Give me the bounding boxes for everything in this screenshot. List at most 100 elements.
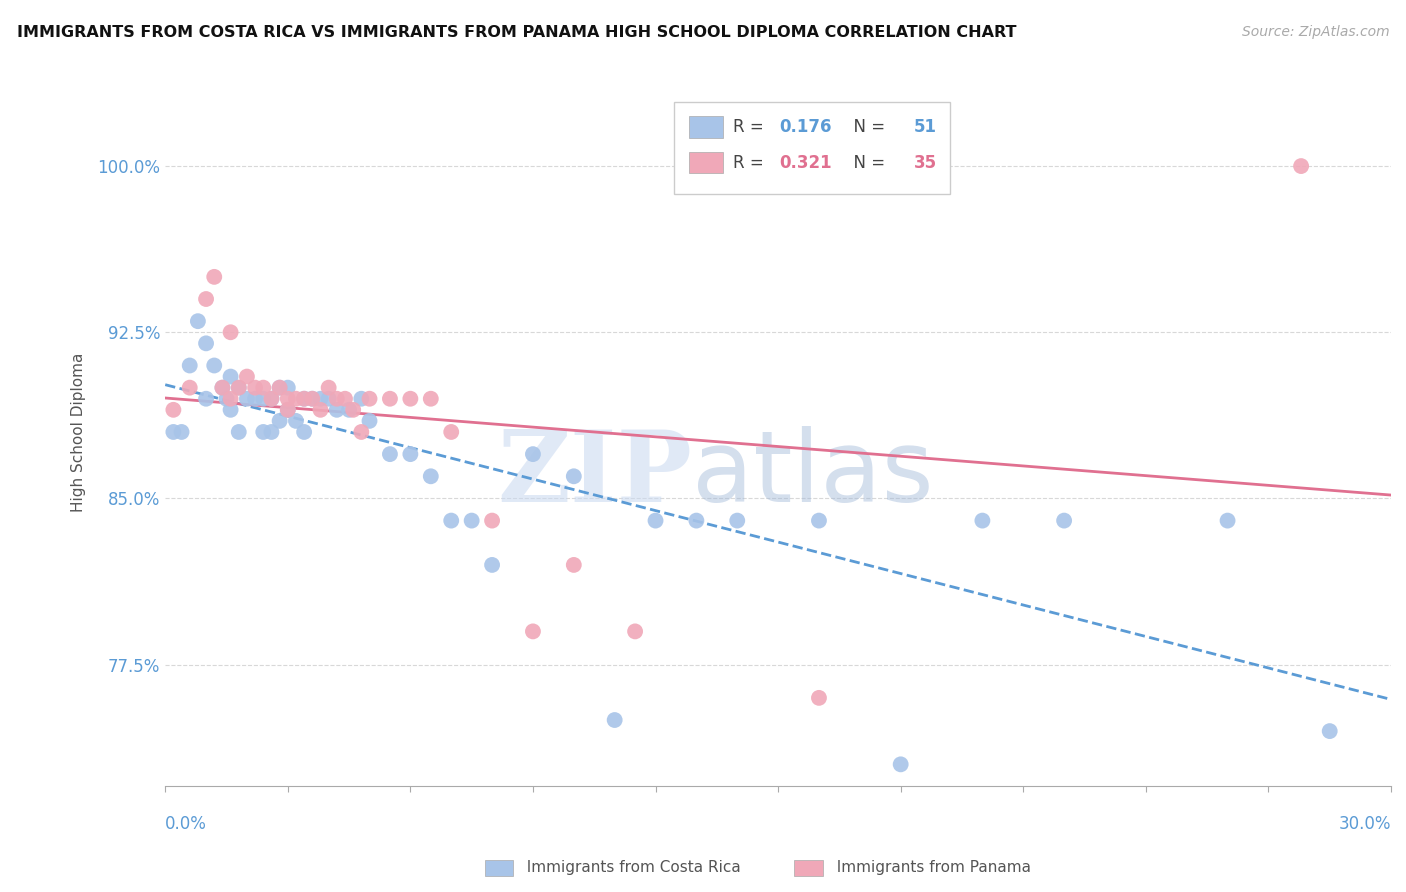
Text: R =: R =: [733, 153, 769, 171]
Point: [378, 447, 401, 461]
Text: 0.176: 0.176: [779, 118, 832, 136]
Point: [333, 392, 356, 406]
Point: [522, 447, 544, 461]
Point: [1053, 514, 1076, 528]
Text: Immigrants from Costa Rica: Immigrants from Costa Rica: [517, 860, 741, 874]
Point: [252, 381, 274, 395]
Point: [219, 369, 242, 384]
Point: [228, 381, 250, 395]
Text: Source: ZipAtlas.com: Source: ZipAtlas.com: [1241, 25, 1389, 39]
Text: 30.0%: 30.0%: [1339, 815, 1391, 833]
Text: R =: R =: [733, 118, 769, 136]
Point: [603, 713, 626, 727]
Point: [277, 392, 299, 406]
Point: [243, 381, 266, 395]
Point: [562, 469, 585, 483]
Point: [301, 392, 323, 406]
Point: [644, 514, 666, 528]
Y-axis label: High School Diploma: High School Diploma: [72, 352, 86, 512]
Point: [419, 469, 441, 483]
Point: [228, 381, 250, 395]
Text: 35: 35: [914, 153, 938, 171]
Text: N =: N =: [844, 153, 890, 171]
Text: Immigrants from Panama: Immigrants from Panama: [827, 860, 1031, 874]
Point: [179, 359, 201, 373]
Point: [219, 392, 242, 406]
FancyBboxPatch shape: [673, 103, 949, 194]
Point: [162, 425, 184, 439]
Point: [219, 402, 242, 417]
Point: [399, 392, 422, 406]
Point: [195, 392, 218, 406]
Point: [228, 425, 250, 439]
Point: [179, 381, 201, 395]
Point: [309, 402, 332, 417]
Point: [187, 314, 209, 328]
Point: [359, 392, 381, 406]
Point: [202, 269, 225, 284]
Text: 0.0%: 0.0%: [166, 815, 207, 833]
Point: [211, 381, 233, 395]
Point: [318, 392, 340, 406]
Point: [269, 414, 291, 428]
Point: [359, 414, 381, 428]
Point: [440, 514, 463, 528]
Point: [725, 514, 748, 528]
Point: [236, 369, 259, 384]
Point: [350, 425, 373, 439]
Point: [562, 558, 585, 572]
Point: [243, 392, 266, 406]
Text: IMMIGRANTS FROM COSTA RICA VS IMMIGRANTS FROM PANAMA HIGH SCHOOL DIPLOMA CORRELA: IMMIGRANTS FROM COSTA RICA VS IMMIGRANTS…: [17, 25, 1017, 40]
Point: [440, 425, 463, 439]
Point: [260, 392, 283, 406]
Point: [807, 690, 830, 705]
Point: [260, 392, 283, 406]
Point: [277, 402, 299, 417]
Point: [309, 392, 332, 406]
Point: [195, 336, 218, 351]
Text: ZIP: ZIP: [498, 426, 692, 523]
Point: [419, 392, 441, 406]
Point: [399, 447, 422, 461]
Point: [807, 514, 830, 528]
Point: [685, 514, 707, 528]
Point: [292, 392, 315, 406]
Point: [162, 402, 184, 417]
Point: [378, 392, 401, 406]
Point: [252, 392, 274, 406]
Point: [211, 381, 233, 395]
Point: [624, 624, 647, 639]
Point: [252, 425, 274, 439]
Point: [350, 392, 373, 406]
Point: [236, 392, 259, 406]
Point: [277, 402, 299, 417]
Point: [1216, 514, 1239, 528]
Point: [269, 381, 291, 395]
Text: 0.321: 0.321: [779, 153, 832, 171]
Point: [890, 757, 912, 772]
Point: [318, 381, 340, 395]
Text: atlas: atlas: [692, 426, 934, 523]
Point: [292, 425, 315, 439]
Text: N =: N =: [844, 118, 890, 136]
Point: [277, 381, 299, 395]
Point: [219, 325, 242, 339]
Point: [1319, 724, 1341, 739]
Point: [337, 402, 360, 417]
Point: [460, 514, 482, 528]
Point: [260, 425, 283, 439]
Point: [1289, 159, 1312, 173]
Point: [269, 381, 291, 395]
Point: [215, 392, 238, 406]
Text: 51: 51: [914, 118, 938, 136]
FancyBboxPatch shape: [689, 152, 723, 173]
Point: [481, 514, 503, 528]
Point: [292, 392, 315, 406]
Point: [326, 402, 349, 417]
Point: [195, 292, 218, 306]
Point: [342, 402, 364, 417]
Point: [284, 414, 307, 428]
Point: [301, 392, 323, 406]
Point: [170, 425, 193, 439]
Point: [202, 359, 225, 373]
